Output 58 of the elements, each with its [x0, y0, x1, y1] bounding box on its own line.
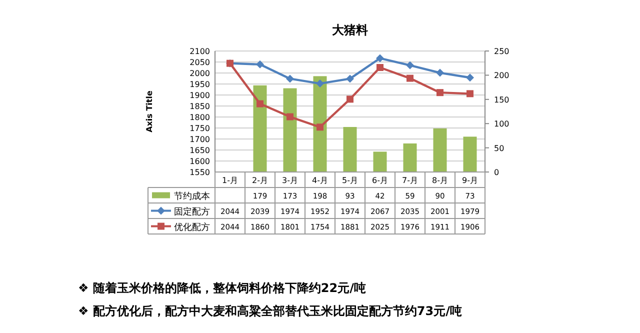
y-tick-label: 1800 [190, 113, 210, 122]
y2-tick-label: 0 [494, 168, 500, 177]
y-tick-label: 1750 [190, 124, 210, 133]
y-tick-label: 1900 [190, 91, 210, 100]
y-axis-title: Axis Title [145, 90, 154, 132]
point [256, 100, 264, 108]
y2-tick-label: 50 [494, 144, 504, 153]
y2-tick-label: 100 [494, 120, 510, 129]
y-tick-label: 2100 [190, 47, 210, 56]
x-tick-label: 3-月 [282, 176, 298, 185]
point [286, 74, 294, 83]
text: ❖ 随着玉米价格的降低，整体饲料价格下降约22元/吨 [78, 281, 366, 295]
point [346, 96, 354, 103]
y-tick-label: 2050 [190, 58, 210, 67]
bar [253, 85, 267, 172]
y-tick-label: 1600 [190, 157, 210, 166]
x-tick-label: 8-月 [432, 176, 448, 185]
x-tick-label: 4-月 [312, 176, 328, 185]
legend-label: 固定配方 [174, 206, 210, 218]
x-tick-label: 5-月 [342, 176, 358, 185]
y-tick-label: 1550 [190, 168, 210, 177]
y-tick-label: 1700 [190, 135, 210, 144]
bar [283, 88, 297, 172]
y2-tick-label: 250 [494, 47, 510, 56]
point [256, 60, 264, 68]
bar [313, 76, 327, 172]
x-tick-label: 7-月 [402, 176, 418, 185]
bar [373, 152, 387, 172]
bar [403, 143, 417, 172]
bar [343, 126, 357, 172]
x-tick-label: 2-月 [252, 176, 268, 185]
point [286, 113, 294, 120]
y2-tick-label: 150 [494, 95, 510, 104]
point [406, 74, 414, 82]
bar [433, 128, 447, 172]
y-tick-label: 1850 [190, 102, 210, 111]
point [376, 54, 384, 62]
x-tick-label: 6-月 [372, 176, 388, 185]
legend-label: 节约成本 [174, 190, 210, 202]
y-tick-label: 2000 [190, 69, 210, 78]
bar [463, 136, 477, 172]
chart-title: 大猪料 [332, 23, 368, 37]
point [436, 68, 444, 77]
y2-tick-label: 200 [494, 71, 510, 80]
point [436, 89, 444, 96]
point [376, 64, 384, 71]
legend-label: 优化配方 [174, 222, 210, 233]
point [346, 74, 354, 83]
text: ❖ 配方优化后，配方中大麦和高粱全部替代玉米比固定配方节约73元/吨 [78, 304, 462, 318]
point [466, 74, 474, 82]
point [406, 61, 414, 70]
point [316, 124, 324, 131]
x-tick-label: 1-月 [222, 176, 238, 185]
x-tick-label: 9-月 [462, 176, 478, 185]
y-tick-label: 1650 [190, 146, 210, 155]
y-tick-label: 1950 [190, 80, 210, 89]
point [316, 80, 324, 88]
point [466, 90, 474, 98]
